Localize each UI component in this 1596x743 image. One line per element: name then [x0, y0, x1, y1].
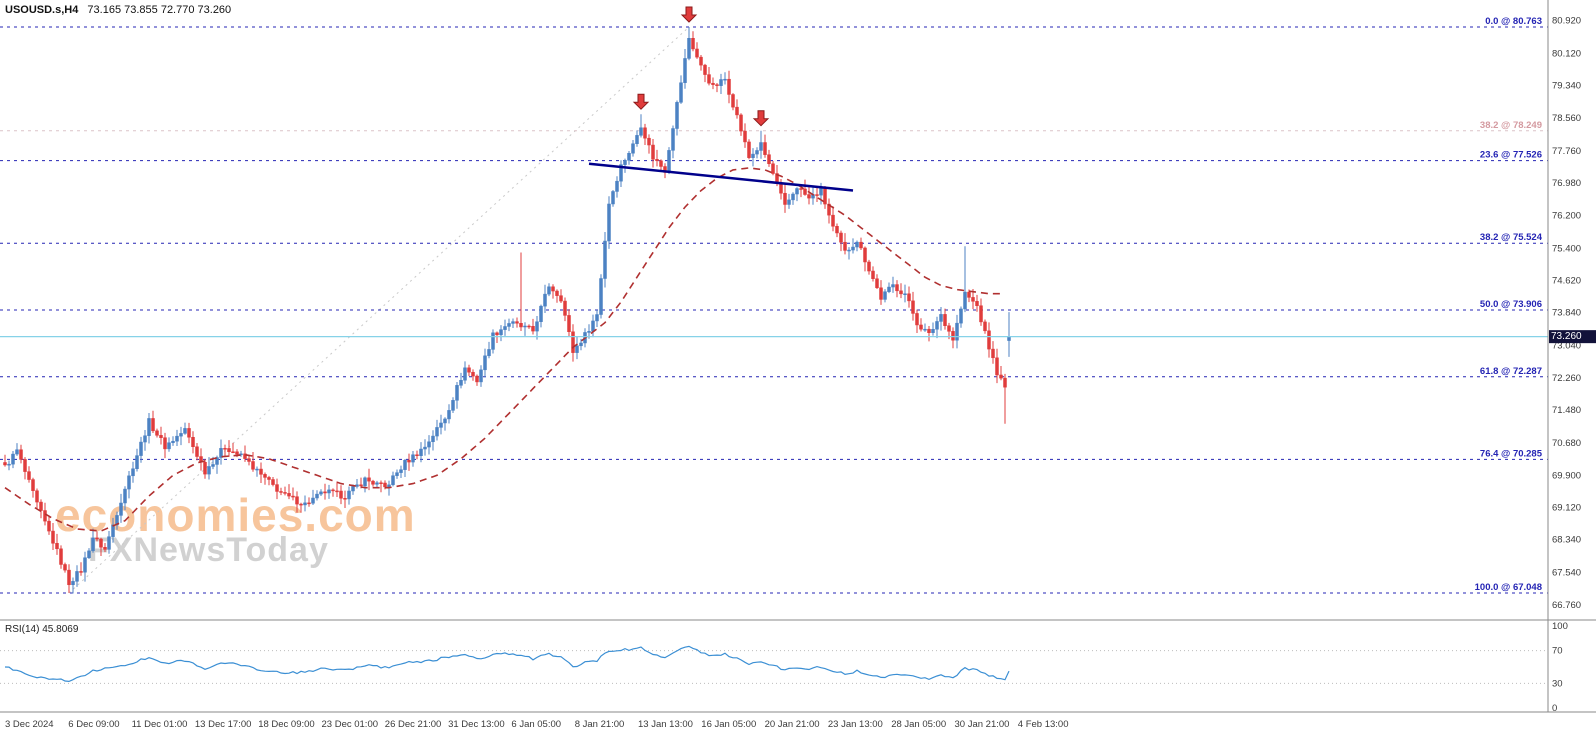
sell-arrow-icon[interactable]: [680, 6, 698, 23]
price-tick-label: 73.040: [1552, 341, 1581, 352]
time-tick-label: 13 Jan 13:00: [638, 719, 693, 730]
time-tick-label: 28 Jan 05:00: [891, 719, 946, 730]
rsi-tick-label: 70: [1552, 646, 1563, 657]
price-tick-label: 70.680: [1552, 438, 1581, 449]
rsi-tick-label: 0: [1552, 703, 1557, 714]
time-tick-label: 31 Dec 13:00: [448, 719, 505, 730]
price-tick-label: 80.120: [1552, 49, 1581, 60]
price-tick-label: 76.200: [1552, 210, 1581, 221]
fib-level-label: 38.2 @ 78.249: [1480, 120, 1542, 131]
descending-trendline[interactable]: [588, 162, 854, 192]
price-tick-label: 73.840: [1552, 308, 1581, 319]
rsi-pane: 100 70 30 0: [0, 621, 1568, 714]
price-tick-label: 75.400: [1552, 243, 1581, 254]
fib-level-label: 50.0 @ 73.906: [1480, 299, 1542, 310]
rsi-line: [4, 645, 1010, 683]
ohlc-values: 73.165 73.855 72.770 73.260: [87, 4, 232, 16]
sell-arrow-icon[interactable]: [752, 110, 770, 127]
rsi-tick-label: 100: [1552, 621, 1568, 632]
time-tick-label: 13 Dec 17:00: [195, 719, 252, 730]
time-tick-label: 16 Jan 05:00: [701, 719, 756, 730]
fib-level-label: 61.8 @ 72.287: [1480, 366, 1542, 377]
time-tick-label: 6 Jan 05:00: [511, 719, 561, 730]
price-tick-label: 68.340: [1552, 535, 1581, 546]
time-tick-label: 26 Dec 21:00: [385, 719, 442, 730]
price-tick-label: 69.900: [1552, 470, 1581, 481]
price-tick-label: 72.260: [1552, 373, 1581, 384]
time-tick-label: 23 Dec 01:00: [322, 719, 379, 730]
current-price-badge-bg: [1549, 330, 1596, 344]
time-tick-label: 23 Jan 13:00: [828, 719, 883, 730]
symbol-timeframe-label: USOUSD.s,H4: [5, 4, 79, 16]
pane-separators: [0, 619, 1596, 713]
moving-average-line: [4, 167, 1001, 532]
time-tick-label: 20 Jan 21:00: [765, 719, 820, 730]
price-tick-label: 80.920: [1552, 16, 1581, 27]
price-tick-label: 66.760: [1552, 600, 1581, 611]
price-tick-label: 71.480: [1552, 405, 1581, 416]
price-tick-label: 76.980: [1552, 178, 1581, 189]
time-tick-label: 3 Dec 2024: [5, 719, 54, 730]
fib-baseline-diagonal: [68, 26, 690, 594]
fib-level-label: 76.4 @ 70.285: [1480, 448, 1543, 459]
price-tick-label: 69.120: [1552, 503, 1581, 514]
current-price-badge: 73.260: [1551, 331, 1582, 343]
price-tick-label: 79.340: [1552, 81, 1581, 92]
price-tick-label: 77.760: [1552, 146, 1581, 157]
fib-level-label: 23.6 @ 77.526: [1480, 150, 1542, 161]
time-tick-label: 30 Jan 21:00: [955, 719, 1010, 730]
price-tick-label: 78.560: [1552, 113, 1581, 124]
price-axis[interactable]: 80.920 80.120 79.340 78.560 77.760 76.980 76.2…: [1547, 0, 1596, 712]
time-tick-label: 11 Dec 01:00: [132, 719, 188, 730]
candlestick-layer[interactable]: [3, 27, 1011, 594]
rsi-tick-label: 30: [1552, 678, 1563, 689]
price-tick-label: 67.540: [1552, 568, 1581, 579]
fib-level-label: 0.0 @ 80.763: [1485, 16, 1542, 27]
rsi-indicator-label: RSI(14) 45.8069: [5, 624, 79, 635]
time-tick-label: 8 Jan 21:00: [575, 719, 625, 730]
time-tick-label: 6 Dec 09:00: [68, 719, 119, 730]
time-axis[interactable]: 3 Dec 2024 6 Dec 09:00 11 Dec 01:00 13 Dec …: [5, 719, 1069, 730]
fib-level-label: 38.2 @ 75.524: [1480, 232, 1543, 243]
price-tick-label: 74.620: [1552, 276, 1581, 287]
sell-arrow-icon[interactable]: [632, 93, 650, 110]
fibonacci-retracement-layer[interactable]: 0.0 @ 80.763 38.2 @ 78.249 23.6 @ 77.526 38…: [0, 16, 1548, 594]
time-tick-label: 4 Feb 13:00: [1018, 719, 1069, 730]
signal-arrows-layer[interactable]: [632, 6, 770, 127]
chart-symbol-ohlc: USOUSD.s,H4 73.165 73.855 72.770 73.260: [5, 4, 231, 16]
time-tick-label: 18 Dec 09:00: [258, 719, 315, 730]
fib-level-label: 100.0 @ 67.048: [1475, 582, 1542, 593]
